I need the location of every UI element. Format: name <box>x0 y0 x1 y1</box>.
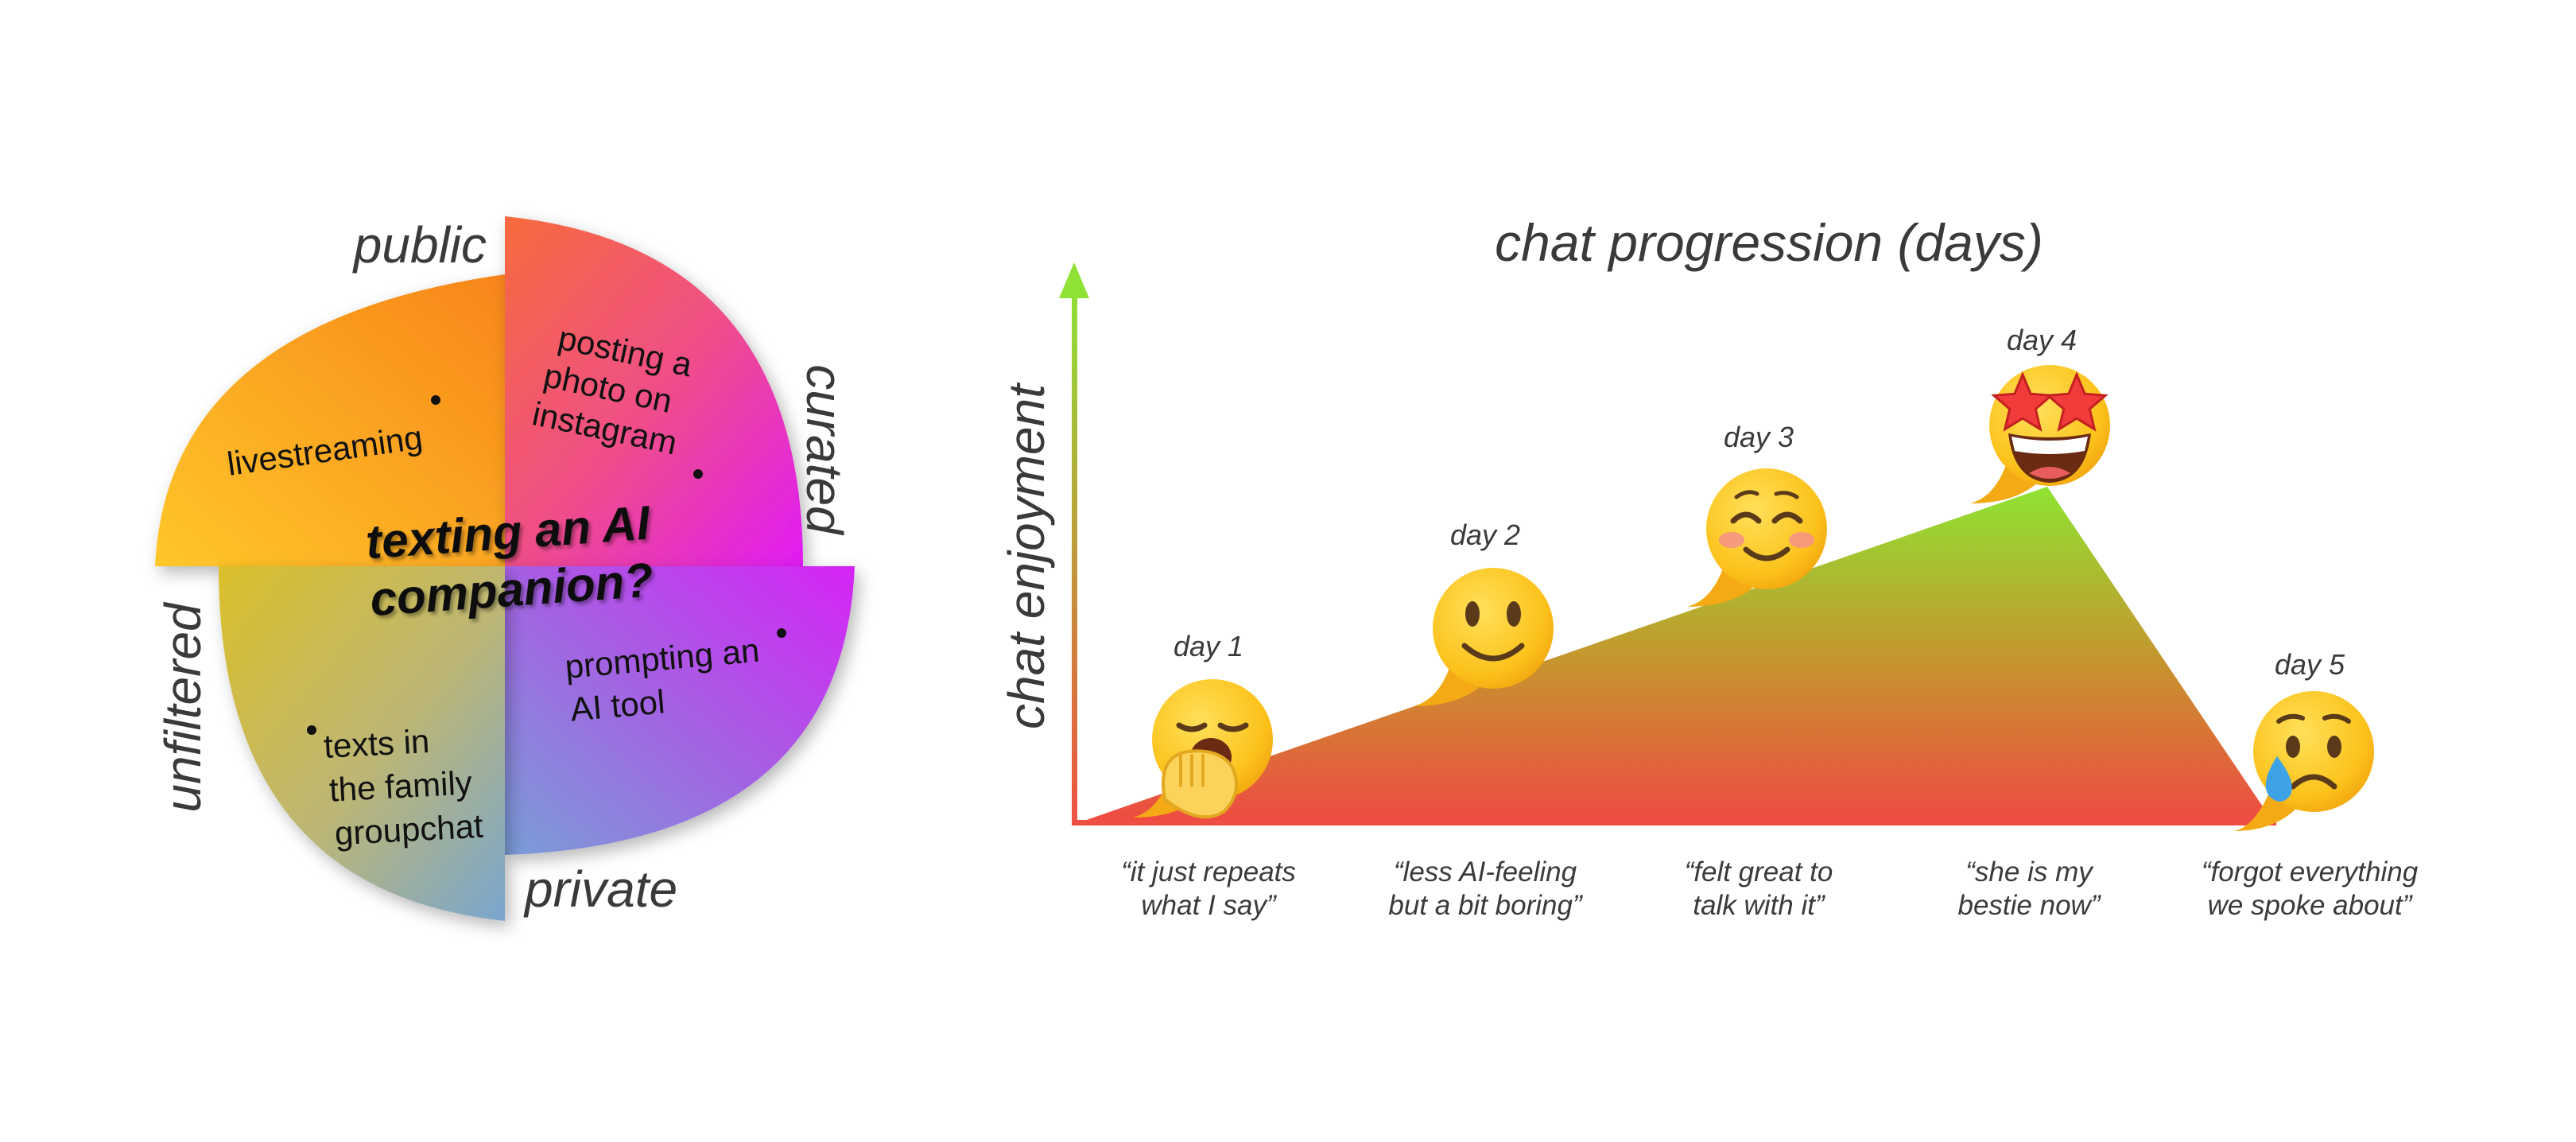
y-axis-arrowhead <box>1059 262 1089 298</box>
day-quote: “she is my <box>1965 856 2094 888</box>
center-question: texting an AI companion? <box>364 496 655 627</box>
axis-label-unfiltered: unfiltered <box>154 601 211 813</box>
item-label: texts in <box>323 722 430 765</box>
mouth <box>1461 643 1525 662</box>
cheek <box>1719 532 1744 548</box>
timeline-chart: chat progression (days) chat enjoyment d… <box>998 213 2419 921</box>
y-axis-line <box>1072 286 1077 825</box>
mouth <box>1743 546 1790 561</box>
star-eye <box>2045 371 2109 432</box>
face-circle <box>1433 568 1554 689</box>
tear <box>2265 756 2292 802</box>
day-quote: we spoke about” <box>2208 890 2413 921</box>
yawning-face-icon <box>1133 679 1273 819</box>
slightly-smiling-face-icon <box>1414 568 1554 706</box>
day-label: day 5 <box>2275 648 2345 681</box>
eye <box>2286 736 2300 758</box>
axis-label-private: private <box>523 860 677 918</box>
brow <box>1734 490 1759 499</box>
axis-label-public: public <box>352 216 487 274</box>
day-quote: “it just repeats <box>1121 856 1296 888</box>
day-label: day 2 <box>1450 519 1520 551</box>
cheek <box>1789 532 1814 548</box>
y-axis <box>1059 262 1089 825</box>
day-label: day 4 <box>2007 324 2077 356</box>
item-dot <box>431 395 440 405</box>
x-axis-line <box>1072 820 2276 825</box>
quadrant-top-right <box>505 216 803 566</box>
day-label: day 3 <box>1724 421 1794 453</box>
enjoyment-area <box>1077 487 2274 823</box>
eye <box>2327 736 2341 758</box>
item-dot <box>307 725 316 735</box>
day-quote: but a bit boring” <box>1388 890 1583 921</box>
face-circle <box>1706 468 1827 589</box>
day-quote: talk with it” <box>1693 890 1825 921</box>
axis-label-curated: curated <box>796 364 853 536</box>
item-label: groupchat <box>334 807 484 853</box>
quadrant-bottom-right <box>505 566 855 855</box>
star-eye <box>1991 371 2054 432</box>
brow <box>2322 713 2351 724</box>
item-family: texts in the family groupchat <box>323 722 484 853</box>
day-quote: what I say” <box>1141 890 1277 921</box>
quadrant-diagram: public curated private unfiltered livest… <box>154 216 855 921</box>
eye <box>1771 511 1803 524</box>
day-quote: “felt great to <box>1685 856 1833 888</box>
item-dot <box>693 469 703 479</box>
quadrant-top-left <box>155 274 505 566</box>
eye <box>1217 722 1249 732</box>
item-label: the family <box>328 763 473 808</box>
sad-tear-face-icon <box>2234 691 2374 831</box>
quadrant-bottom-left <box>219 566 505 921</box>
timeline-ylabel: chat enjoyment <box>998 383 1055 729</box>
day-quote: “forgot everything <box>2202 856 2419 888</box>
star-struck-face-icon <box>1970 365 2110 503</box>
day-label: day 1 <box>1174 630 1243 662</box>
eye <box>1176 722 1208 732</box>
brow <box>2276 713 2305 724</box>
brow <box>1774 491 1799 499</box>
hand <box>1162 749 1239 819</box>
eye <box>1730 511 1762 524</box>
tongue <box>2029 467 2070 479</box>
day-quote: “less AI-feeling <box>1394 856 1577 888</box>
mouth <box>2290 774 2337 790</box>
teeth <box>2012 437 2088 454</box>
item-dot <box>777 628 786 638</box>
timeline-title: chat progression (days) <box>1495 213 2043 272</box>
eye <box>1507 601 1521 627</box>
smiling-face-blushing-icon <box>1687 468 1827 607</box>
day-quote: bestie now” <box>1958 890 2101 921</box>
item-label: AI tool <box>568 682 666 728</box>
eye <box>1465 601 1480 627</box>
